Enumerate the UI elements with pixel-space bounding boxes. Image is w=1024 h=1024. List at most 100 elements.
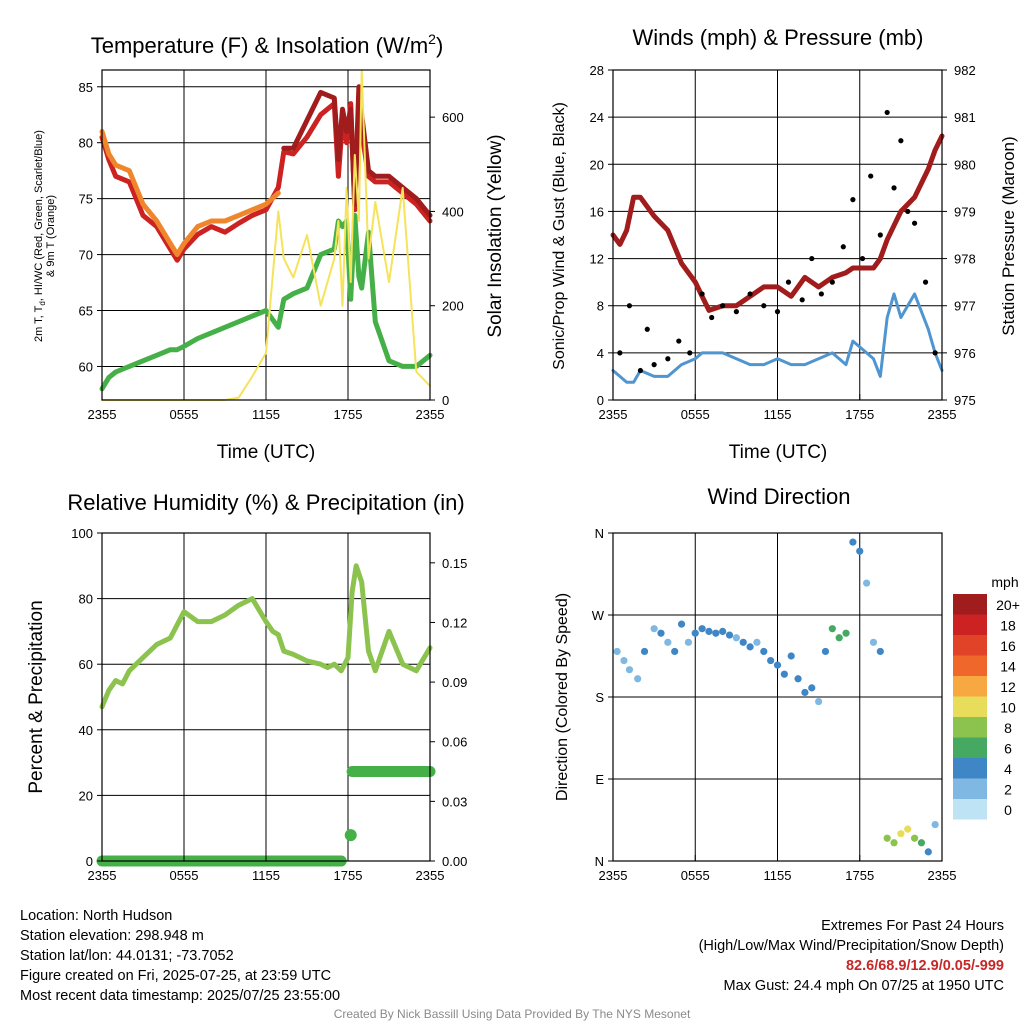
winds-y2tick-label: 975 xyxy=(954,393,976,408)
speed-legend-title: mph xyxy=(991,574,1018,590)
series-hi xyxy=(281,84,433,218)
temperature-ytick-label: 85 xyxy=(79,80,93,95)
gust-point xyxy=(891,185,897,191)
temperature-ytick-label: 75 xyxy=(79,192,93,207)
direction-point xyxy=(863,579,871,587)
direction-point xyxy=(746,643,754,651)
direction-point xyxy=(677,620,686,628)
direction-point xyxy=(835,634,843,642)
direction-point xyxy=(856,547,864,555)
humidity-y2tick-label: 0.12 xyxy=(442,615,467,630)
direction-title: Wind Direction xyxy=(707,484,850,509)
speed-legend-label: 14 xyxy=(1000,659,1016,675)
temperature-xtick-label: 1755 xyxy=(334,407,363,422)
direction-point xyxy=(842,629,850,637)
direction-point xyxy=(698,625,706,633)
gust-point xyxy=(868,173,874,179)
winds-ylabel-right: Station Pressure (Maroon) xyxy=(999,136,1018,335)
gust-point xyxy=(637,367,644,374)
temperature-ytick-label: 65 xyxy=(79,304,93,319)
direction-ytick-label: N xyxy=(595,854,604,869)
speed-legend-swatch xyxy=(953,676,987,697)
direction-point xyxy=(767,656,775,665)
gust-point xyxy=(911,220,918,226)
speed-legend-label: 8 xyxy=(1004,720,1012,736)
direction-xtick-label: 0555 xyxy=(681,868,710,883)
winds-xtick-label: 1755 xyxy=(845,407,874,422)
direction-point xyxy=(773,661,782,669)
speed-legend-swatch xyxy=(953,635,987,656)
direction-point xyxy=(904,825,912,833)
direction-point xyxy=(664,638,672,646)
credit-line: Created By Nick Bassill Using Data Provi… xyxy=(333,1007,691,1021)
humidity-xtick-label: 0555 xyxy=(170,868,199,883)
speed-legend-label: 12 xyxy=(1000,679,1016,695)
speed-legend-label: 0 xyxy=(1004,802,1012,818)
speed-legend-label: 20+ xyxy=(996,597,1020,613)
direction-xtick-label: 2355 xyxy=(599,868,628,883)
temperature-y2tick-label: 600 xyxy=(442,110,464,125)
direction-point xyxy=(780,670,788,678)
temperature-xtick-label: 2355 xyxy=(88,407,117,422)
direction-point xyxy=(794,675,802,683)
gust-point xyxy=(720,303,726,309)
gust-point xyxy=(840,244,846,250)
direction-point xyxy=(801,688,809,697)
direction-point xyxy=(910,834,919,842)
temperature-ytick-label: 70 xyxy=(79,248,93,263)
station-latlon: Station lat/lon: 44.0131; -73.7052 xyxy=(20,948,234,964)
speed-legend-swatch xyxy=(953,614,987,635)
gust-point xyxy=(699,291,705,297)
direction-xtick-label: 2355 xyxy=(928,868,957,883)
direction-point xyxy=(684,638,692,646)
series-station-pressure xyxy=(610,133,945,313)
direction-point xyxy=(931,820,939,829)
direction-ytick-label: E xyxy=(595,772,604,787)
winds-y2tick-label: 980 xyxy=(954,157,976,172)
gust-point xyxy=(761,303,767,309)
speed-legend-label: 4 xyxy=(1004,761,1012,777)
gust-point xyxy=(709,314,715,321)
winds-ytick-label: 12 xyxy=(590,252,604,267)
direction-point xyxy=(753,638,761,646)
direction-point xyxy=(828,625,836,633)
humidity-xtick-label: 2355 xyxy=(88,868,117,883)
direction-point xyxy=(640,647,649,656)
humidity-y2tick-label: 0.09 xyxy=(442,675,467,690)
direction-point xyxy=(897,830,905,838)
humidity-y2tick-label: 0.03 xyxy=(442,794,467,809)
winds-ytick-label: 20 xyxy=(590,157,604,172)
speed-legend-swatch xyxy=(953,594,987,615)
gust-point xyxy=(809,255,815,262)
speed-legend-swatch xyxy=(953,778,987,799)
humidity-xtick-label: 2355 xyxy=(416,868,445,883)
direction-point xyxy=(924,848,932,856)
gust-point xyxy=(829,279,835,285)
direction-xtick-label: 1155 xyxy=(764,868,792,883)
gust-point xyxy=(733,309,739,315)
humidity-y2tick-label: 0.00 xyxy=(442,854,467,869)
speed-legend-label: 2 xyxy=(1004,782,1012,798)
winds-xlabel: Time (UTC) xyxy=(729,442,828,463)
speed-legend-swatch xyxy=(953,655,987,676)
direction-point xyxy=(815,697,823,706)
temperature-xlabel: Time (UTC) xyxy=(217,442,316,463)
speed-legend-label: 18 xyxy=(1000,618,1016,634)
temperature-y2tick-label: 200 xyxy=(442,299,464,314)
direction-ytick-label: N xyxy=(595,526,604,541)
speed-legend-swatch xyxy=(953,799,987,820)
winds-ytick-label: 28 xyxy=(590,63,604,78)
gust-point xyxy=(687,350,693,356)
humidity-ytick-label: 40 xyxy=(79,723,93,738)
gust-point xyxy=(884,109,890,116)
winds-ytick-label: 16 xyxy=(590,204,604,219)
gust-point xyxy=(665,356,671,362)
direction-point xyxy=(787,652,795,660)
gust-point xyxy=(799,297,805,303)
direction-ytick-label: W xyxy=(592,608,605,623)
winds-ytick-label: 24 xyxy=(590,110,604,125)
temperature-y2tick-label: 0 xyxy=(442,393,449,408)
gust-point xyxy=(905,208,911,215)
speed-legend-swatch xyxy=(953,717,987,738)
direction-point xyxy=(719,627,727,636)
